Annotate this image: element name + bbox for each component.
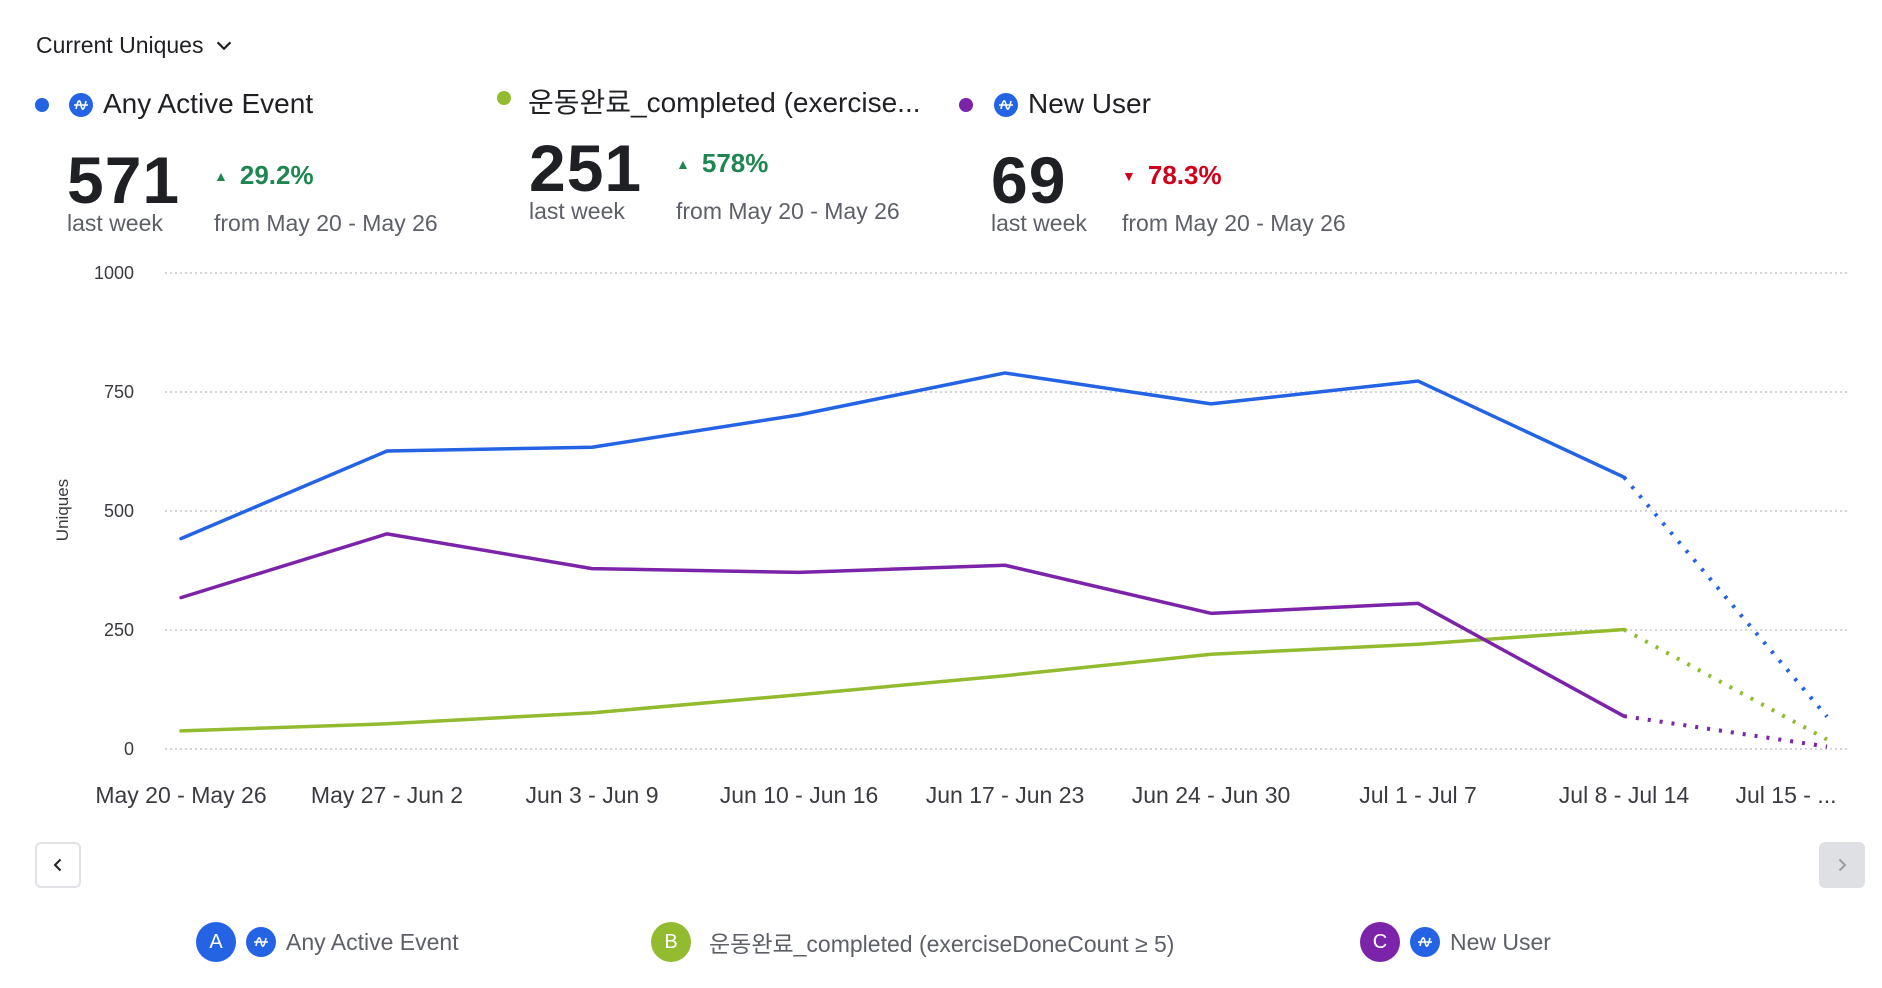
arrow-up-icon: ▲ xyxy=(214,167,228,184)
y-tick-label: 1000 xyxy=(94,263,134,283)
y-axis-ticks: 0 250 500 750 1000 xyxy=(94,263,134,759)
x-axis-ticks: May 20 - May 26 May 27 - Jun 2 Jun 3 - Jun… xyxy=(95,782,1836,808)
previous-page-button[interactable] xyxy=(35,842,81,888)
amplitude-event-icon xyxy=(994,93,1018,117)
series-line xyxy=(179,627,1626,733)
series-lines xyxy=(179,371,1829,749)
y-axis-label: Uniques xyxy=(53,479,72,541)
series-a-name[interactable]: Any Active Event xyxy=(103,88,314,119)
series-c-comparison: from May 20 - May 26 xyxy=(1122,210,1346,236)
legend-label: 운동완료_completed (exerciseDoneCount ≥ 5) xyxy=(709,931,1175,957)
legend-label: Any Active Event xyxy=(286,928,459,955)
series-c-change: ▼ 78.3% xyxy=(1122,160,1222,191)
series-a xyxy=(179,371,1829,718)
legend-item-c[interactable]: C New User xyxy=(1360,921,1551,963)
x-tick-label: Jun 17 - Jun 23 xyxy=(926,782,1085,808)
x-tick-label: Jul 15 - ... xyxy=(1736,782,1837,808)
chevron-left-icon xyxy=(53,858,62,872)
series-a-change: ▲ 29.2% xyxy=(214,160,314,191)
series-line xyxy=(179,532,1626,718)
legend-letter-badge: B xyxy=(651,922,691,962)
next-page-button[interactable] xyxy=(1819,842,1865,888)
series-c-name[interactable]: New User xyxy=(1028,88,1151,119)
x-tick-label: May 20 - May 26 xyxy=(95,782,266,808)
series-b-value: 251 xyxy=(529,131,643,205)
series-c xyxy=(179,532,1828,749)
series-a-comparison: from May 20 - May 26 xyxy=(214,210,438,236)
series-a-value-label: last week xyxy=(67,210,163,236)
series-incomplete-line xyxy=(1623,714,1828,749)
chevron-down-icon xyxy=(217,41,232,50)
series-c-value: 69 xyxy=(991,143,1067,217)
amplitude-event-icon xyxy=(1410,927,1440,957)
metric-selector-label: Current Uniques xyxy=(36,32,204,58)
arrow-up-icon: ▲ xyxy=(676,155,690,172)
y-tick-label: 750 xyxy=(104,382,134,402)
series-incomplete-line xyxy=(1622,475,1829,718)
gridlines xyxy=(165,272,1847,750)
series-b-comparison: from May 20 - May 26 xyxy=(676,198,900,224)
legend-item-a[interactable]: A Any Active Event xyxy=(196,921,459,963)
series-c-value-label: last week xyxy=(991,210,1087,236)
legend-label: New User xyxy=(1450,928,1551,955)
x-tick-label: Jun 24 - Jun 30 xyxy=(1132,782,1291,808)
amplitude-event-icon xyxy=(246,927,276,957)
series-b-change-value: 578% xyxy=(701,148,769,178)
x-tick-label: May 27 - Jun 2 xyxy=(311,782,463,808)
series-line xyxy=(179,371,1626,541)
series-c-change-value: 78.3% xyxy=(1147,160,1222,190)
series-b-change: ▲ 578% xyxy=(676,148,768,179)
arrow-down-icon: ▼ xyxy=(1122,167,1136,184)
series-c-color-dot xyxy=(959,98,973,112)
legend-letter-badge: A xyxy=(196,922,236,962)
x-tick-label: Jul 1 - Jul 7 xyxy=(1359,782,1477,808)
x-tick-label: Jun 3 - Jun 9 xyxy=(526,782,659,808)
y-tick-label: 0 xyxy=(124,739,134,759)
y-tick-label: 500 xyxy=(104,501,134,521)
chevron-right-icon xyxy=(1838,858,1847,872)
amplitude-event-icon xyxy=(69,93,93,117)
legend-item-b[interactable]: B 운동완료_completed (exerciseDoneCount ≥ 5) xyxy=(651,921,1174,963)
series-b-color-dot xyxy=(497,91,511,105)
series-a-change-value: 29.2% xyxy=(239,160,314,190)
y-tick-label: 250 xyxy=(104,620,134,640)
x-tick-label: Jul 8 - Jul 14 xyxy=(1559,782,1690,808)
legend-letter-badge: C xyxy=(1360,922,1400,962)
metric-selector[interactable]: Current Uniques xyxy=(36,32,235,59)
series-b-name[interactable]: 운동완료_completed (exercise... xyxy=(528,87,921,118)
series-a-color-dot xyxy=(35,98,49,112)
x-tick-label: Jun 10 - Jun 16 xyxy=(720,782,879,808)
series-incomplete-line xyxy=(1623,627,1828,742)
series-b xyxy=(179,627,1828,742)
series-a-value: 571 xyxy=(67,143,181,217)
series-b-value-label: last week xyxy=(529,198,625,224)
